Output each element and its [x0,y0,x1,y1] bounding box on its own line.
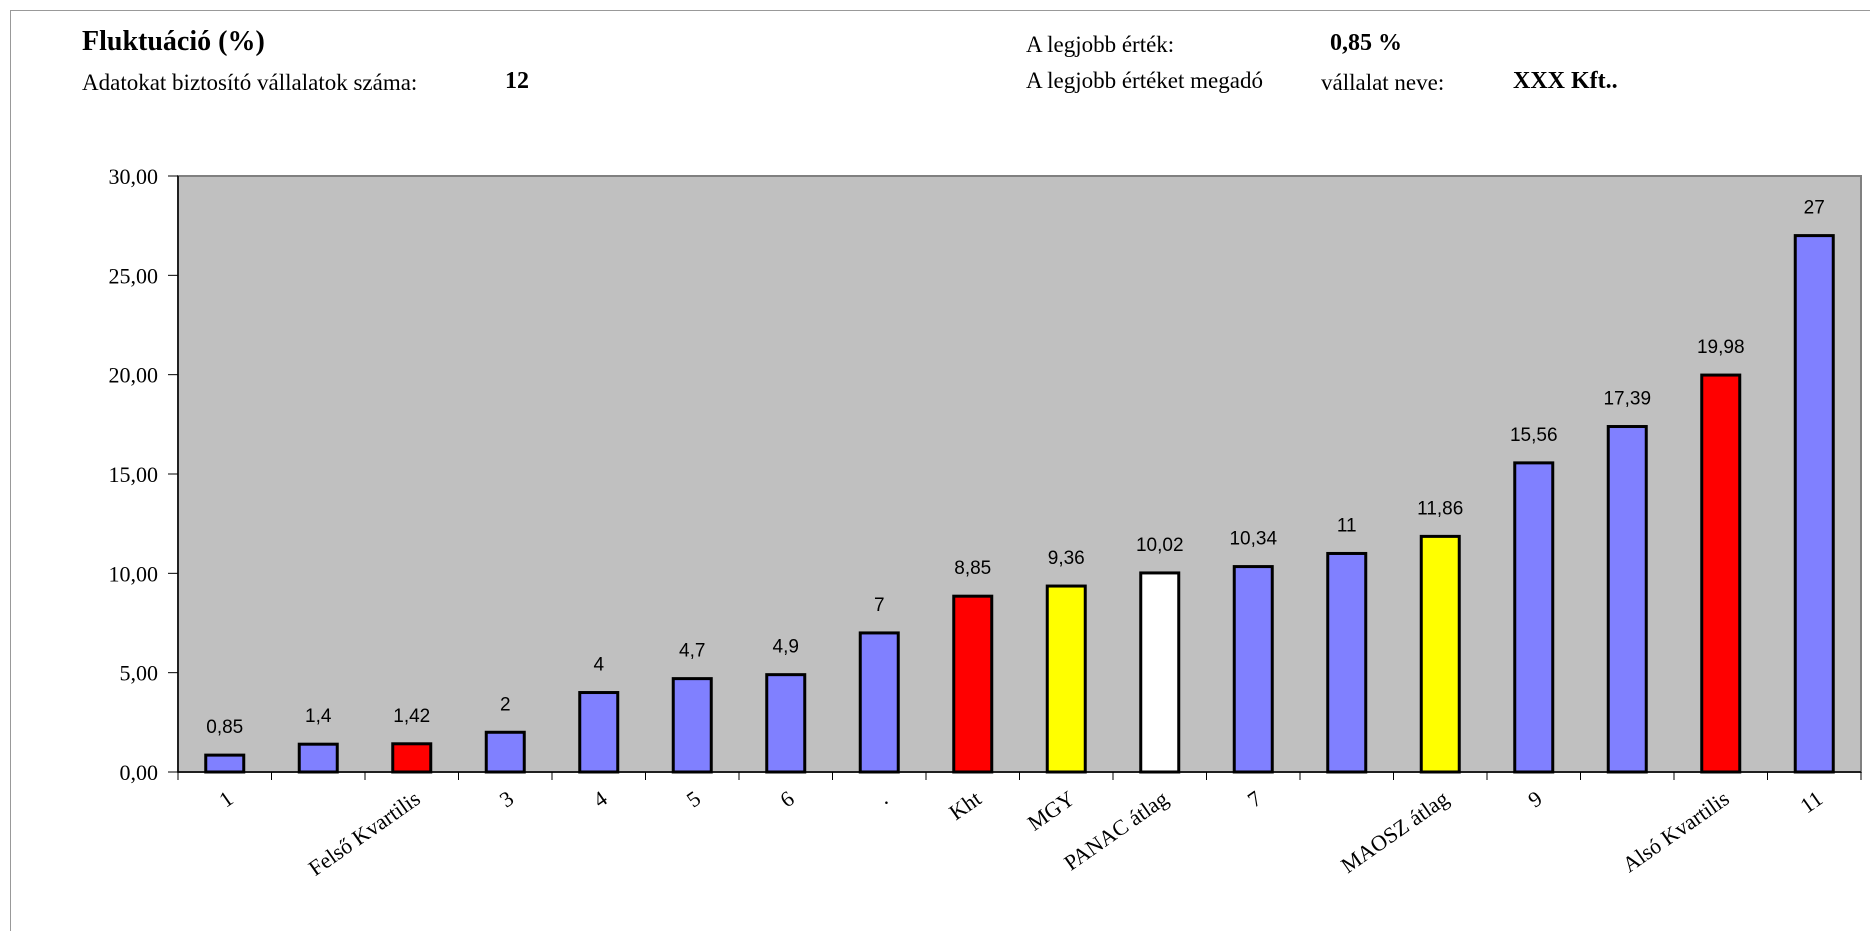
bar [1419,534,1461,774]
x-tick-label: PANAC átlag [1059,786,1172,876]
bar-value-label: 9,36 [1048,548,1085,569]
bar-value-label: 1,42 [393,706,430,727]
bar [1139,571,1181,774]
y-tick-label: 30,00 [109,164,159,189]
y-tick-label: 20,00 [109,363,159,388]
bar-value-label: 10,34 [1229,529,1277,550]
bar [204,753,246,774]
bar-value-label: 27 [1804,198,1825,219]
bar [297,742,339,774]
x-tick-label: Felső Kvartilis [304,786,425,881]
x-tick-label: 7 [1243,786,1266,813]
y-tick-label: 10,00 [109,561,159,586]
bar [858,631,900,774]
x-tick-label: 3 [495,786,518,813]
bar-value-label: 4,7 [679,641,705,662]
bar [1793,234,1835,774]
bar [671,677,713,774]
chart-frame [10,10,1870,931]
best-company-label-2: vállalat neve: [1321,70,1445,95]
bar [578,691,620,774]
bar-value-label: 11,86 [1417,498,1463,519]
bar [1513,461,1555,774]
bar-value-label: 17,39 [1603,389,1651,410]
bar-value-label: 1,4 [305,706,332,727]
x-tick-label: 5 [682,786,705,813]
x-tick-label: 1 [214,786,237,813]
bar-value-label: 10,02 [1136,535,1184,556]
bar-value-label: 15,56 [1510,425,1558,446]
bar-value-label: 0,85 [206,717,243,738]
bar-value-label: 4 [593,655,604,676]
bar [391,742,433,774]
companies-count-value: 12 [505,68,529,94]
x-tick-label: 9 [1523,786,1546,813]
x-tick-label: Kht [944,786,985,825]
best-value-label: A legjobb érték: [1026,32,1175,57]
bar [1326,551,1368,774]
y-tick-label: 0,00 [120,760,159,785]
x-tick-label: MAOSZ átlag [1336,786,1453,878]
x-tick-label: MGY [1023,786,1079,836]
best-company-name: XXX Kft.. [1513,68,1618,94]
y-tick-label: 25,00 [109,263,159,288]
x-tick-label: 11 [1795,786,1827,819]
bar [484,730,526,774]
bar [765,673,807,774]
bar [1045,584,1087,774]
bar [1700,373,1742,774]
x-tick-label: Alsó Kvartilis [1618,786,1734,878]
plot-area [177,175,1862,773]
bar-value-label: 19,98 [1697,337,1745,358]
bar [1606,425,1648,774]
x-tick-label: 4 [588,786,611,813]
bar [952,594,994,774]
chart-title: Fluktuáció (%) [82,26,265,57]
best-company-label: A legjobb értéket megadó [1026,68,1263,93]
bar-value-label: 8,85 [954,558,991,579]
companies-count-label: Adatokat biztosító vállalatok száma: [82,70,418,95]
bar-value-label: 7 [874,595,885,616]
x-tick-label: . [873,786,892,810]
bar [1232,565,1274,774]
best-value: 0,85 % [1330,30,1402,56]
y-tick-label: 5,00 [120,661,159,686]
bar-value-label: 4,9 [773,637,799,658]
x-tick-label: 6 [775,786,798,813]
y-tick-label: 15,00 [109,462,159,487]
bar-value-label: 11 [1337,515,1357,536]
bar-value-label: 2 [500,694,511,715]
